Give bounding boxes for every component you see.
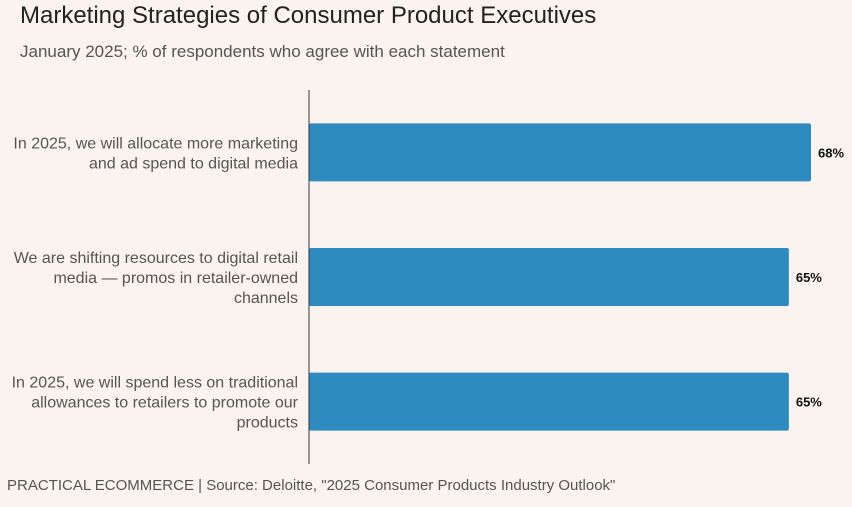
category-label-3: In 2025, we will spend less on tradition… (12, 375, 299, 432)
category-label-line: and ad spend to digital media (89, 155, 298, 172)
category-label-2: We are shifting resources to digital ret… (14, 250, 298, 307)
category-label-line: allowances to retailers to promote our (31, 395, 298, 412)
category-label-line: We are shifting resources to digital ret… (14, 250, 298, 267)
category-label-line: channels (234, 290, 298, 307)
chart-title: Marketing Strategies of Consumer Product… (20, 2, 597, 29)
source-footer: PRACTICAL ECOMMERCE | Source: Deloitte, … (7, 477, 616, 494)
category-label-line: In 2025, we will allocate more marketing (13, 135, 298, 152)
category-label-1: In 2025, we will allocate more marketing… (13, 135, 298, 172)
chart-subtitle: January 2025; % of respondents who agree… (20, 42, 505, 61)
category-label-line: media — promos in retailer-owned (53, 270, 298, 287)
data-label-2: 65% (796, 270, 822, 285)
bar-1 (309, 123, 811, 182)
data-label-3: 65% (796, 395, 822, 410)
category-label-line: In 2025, we will spend less on tradition… (12, 375, 298, 392)
bar-2 (309, 248, 789, 306)
bar-3 (309, 372, 789, 431)
data-label-1: 68% (818, 145, 844, 160)
category-label-line: products (237, 415, 298, 432)
